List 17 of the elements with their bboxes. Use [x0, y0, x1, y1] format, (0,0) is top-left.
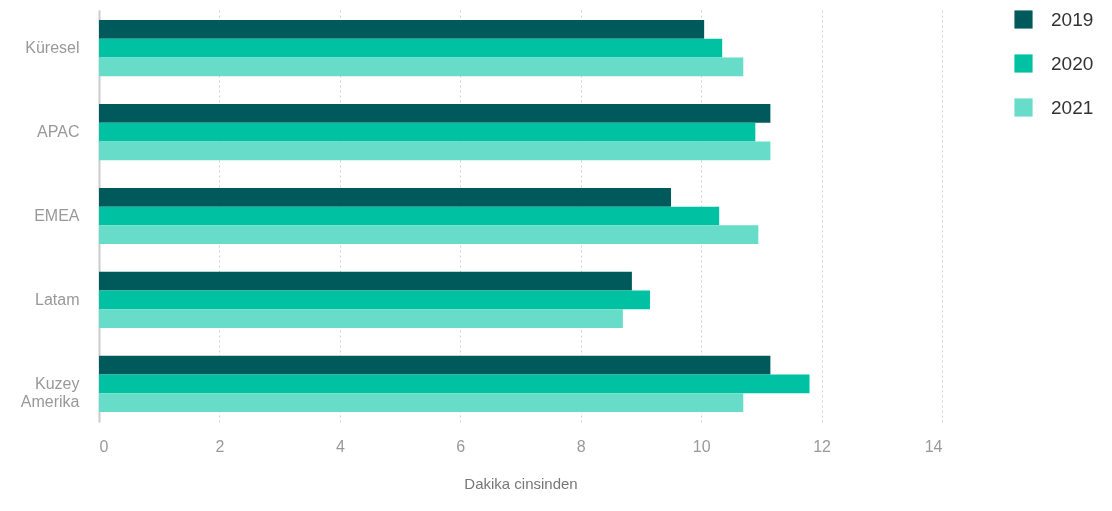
x-tick-label: 6 [456, 437, 466, 455]
x-tick-label: 4 [335, 437, 345, 455]
y-tick-label: Kuzey Amerika [20, 374, 80, 410]
x-tick-label: 2 [215, 437, 225, 455]
legend-label: 2019 [1051, 8, 1094, 30]
legend-label: 2020 [1051, 52, 1094, 74]
y-tick-label: Küresel [25, 39, 80, 57]
x-tick-label: 14 [924, 437, 943, 455]
x-tick-label: 12 [813, 437, 832, 455]
x-tick-label: 10 [692, 437, 711, 455]
y-tick-label: EMEA [34, 207, 80, 224]
legend-label: 2021 [1051, 96, 1094, 118]
x-axis-title: Dakika cinsinden [464, 474, 578, 492]
y-tick-label: Latam [35, 290, 80, 308]
x-tick-label: 0 [99, 437, 109, 455]
y-tick-label: APAC [37, 123, 80, 141]
x-tick-label: 8 [576, 437, 586, 455]
